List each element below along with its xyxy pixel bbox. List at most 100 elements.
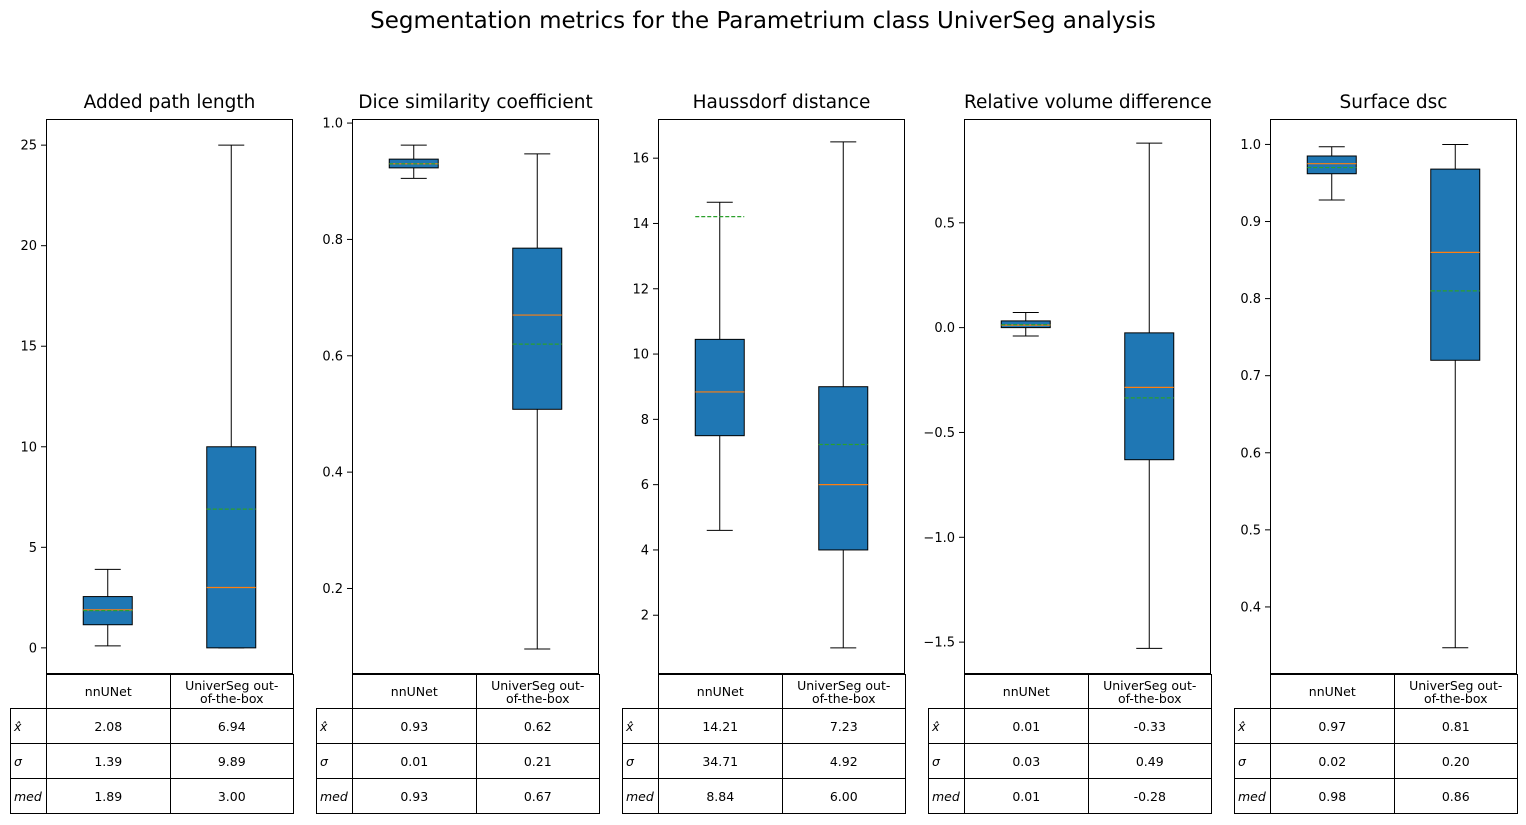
y-tick-label: 0.7 — [1240, 369, 1261, 384]
panel-5: 0.4 0.5 0.6 0.7 0.8 0.9 1.0 — [1240, 119, 1517, 674]
table-cell: 0.67 — [475, 778, 600, 814]
axes-frame — [46, 119, 293, 674]
row-label: med — [928, 778, 965, 814]
y-tick-label: 5 — [29, 541, 37, 556]
table-corner — [317, 675, 353, 709]
table-cell: 0.03 — [964, 743, 1089, 779]
column-header: nnUNet — [964, 674, 1089, 709]
iqr-box — [818, 386, 869, 551]
row-label: σ — [622, 743, 659, 779]
y-tick-label: 8 — [641, 413, 649, 428]
table-cell: 0.01 — [352, 743, 477, 779]
box-nnunet — [1306, 146, 1357, 201]
box-universeg — [1430, 143, 1481, 649]
table-cell: 0.93 — [352, 778, 477, 814]
y-tick-label: 0.8 — [1240, 292, 1261, 307]
iqr-box — [694, 338, 745, 437]
axes-frame — [352, 119, 599, 674]
y-tick-label: 0.6 — [1240, 446, 1261, 461]
box-nnunet — [694, 201, 745, 531]
box-nnunet — [388, 144, 439, 179]
table-corner — [1235, 675, 1271, 709]
panel-title: Added path length — [83, 92, 256, 113]
table-row: x̂ 0.01 -0.33 — [928, 708, 1212, 744]
table-cell: 4.92 — [781, 743, 906, 779]
table-row: med 0.93 0.67 — [316, 778, 600, 814]
box-universeg — [1124, 142, 1175, 649]
y-tick-label: 0.5 — [934, 216, 955, 231]
y-tick-label: 4 — [641, 543, 649, 558]
column-header: nnUNet — [352, 674, 477, 709]
panel-title: Haussdorf distance — [692, 92, 871, 113]
y-tick-label: 0.9 — [1240, 215, 1261, 230]
panel-1: 0 5 10 15 20 25 — [20, 119, 293, 674]
table-corner — [929, 675, 965, 709]
box-universeg — [818, 141, 869, 649]
column-header: nnUNet — [1270, 674, 1395, 709]
table-row: x̂ 0.93 0.62 — [316, 708, 600, 744]
table-cell: 14.21 — [658, 708, 783, 744]
table-row: σ 0.01 0.21 — [316, 743, 600, 779]
y-tick-label: 10 — [20, 440, 37, 455]
y-tick-label: 0.8 — [322, 233, 343, 248]
table-cell: 0.49 — [1087, 743, 1212, 779]
column-header: UniverSeg out-of-the-box — [169, 674, 294, 709]
iqr-box — [1124, 332, 1175, 461]
column-header: UniverSeg out-of-the-box — [475, 674, 600, 709]
iqr-box — [512, 247, 563, 410]
table-cell: 8.84 — [658, 778, 783, 814]
panel-3: 2 4 6 8 10 12 14 16 — [632, 119, 905, 674]
table-row: med 0.01 -0.28 — [928, 778, 1212, 814]
y-tick-label: 1.0 — [322, 117, 343, 132]
y-tick-label: 6 — [641, 478, 649, 493]
table-corner — [11, 675, 47, 709]
row-label: x̂ — [316, 708, 353, 744]
table-cell: 0.97 — [1270, 708, 1395, 744]
column-header: UniverSeg out-of-the-box — [1087, 674, 1212, 709]
stats-table: nnUNet UniverSeg out-of-the-box x̂ 0.93 0.62… — [316, 674, 600, 814]
row-label: x̂ — [928, 708, 965, 744]
y-tick-label: 2 — [641, 609, 649, 624]
table-cell: -0.28 — [1087, 778, 1212, 814]
iqr-box — [206, 446, 257, 649]
stats-table: nnUNet UniverSeg out-of-the-box x̂ 2.08 6.94… — [10, 674, 294, 814]
y-tick-label: 0 — [29, 641, 37, 656]
table-cell: 0.20 — [1393, 743, 1518, 779]
y-tick-label: −0.5 — [923, 426, 955, 441]
y-tick-label: 15 — [20, 340, 37, 355]
table-cell: 7.23 — [781, 708, 906, 744]
column-header: nnUNet — [658, 674, 783, 709]
table-cell: 0.62 — [475, 708, 600, 744]
y-tick-label: 0.5 — [1240, 523, 1261, 538]
y-tick-label: 1.0 — [1240, 138, 1261, 153]
box-universeg — [206, 144, 257, 649]
row-label: med — [622, 778, 659, 814]
y-tick-label: −1.5 — [923, 636, 955, 651]
iqr-box — [1430, 168, 1481, 361]
table-row: x̂ 2.08 6.94 — [10, 708, 294, 744]
table-row: x̂ 0.97 0.81 — [1234, 708, 1518, 744]
table-cell: 0.81 — [1393, 708, 1518, 744]
y-tick-label: 0.2 — [322, 582, 343, 597]
box-universeg — [512, 153, 563, 650]
figure-title: Segmentation metrics for the Parametrium… — [370, 8, 1156, 34]
stats-table: nnUNet UniverSeg out-of-the-box x̂ 14.21 7.2… — [622, 674, 906, 814]
panel-title: Relative volume difference — [964, 92, 1212, 113]
table-cell: 1.39 — [46, 743, 171, 779]
table-corner — [623, 675, 659, 709]
row-label: med — [1234, 778, 1271, 814]
table-cell: 0.01 — [964, 708, 1089, 744]
row-label: σ — [928, 743, 965, 779]
table-cell: 9.89 — [169, 743, 294, 779]
table-cell: 1.89 — [46, 778, 171, 814]
y-tick-label: 25 — [20, 139, 37, 154]
column-header: nnUNet — [46, 674, 171, 709]
row-label: x̂ — [10, 708, 47, 744]
panel-4: −1.5 −1.0 −0.5 0.0 0.5 — [923, 119, 1211, 674]
axes-frame — [964, 119, 1211, 674]
table-cell: 0.02 — [1270, 743, 1395, 779]
row-label: med — [10, 778, 47, 814]
y-tick-label: 12 — [632, 282, 649, 297]
table-row: σ 0.03 0.49 — [928, 743, 1212, 779]
